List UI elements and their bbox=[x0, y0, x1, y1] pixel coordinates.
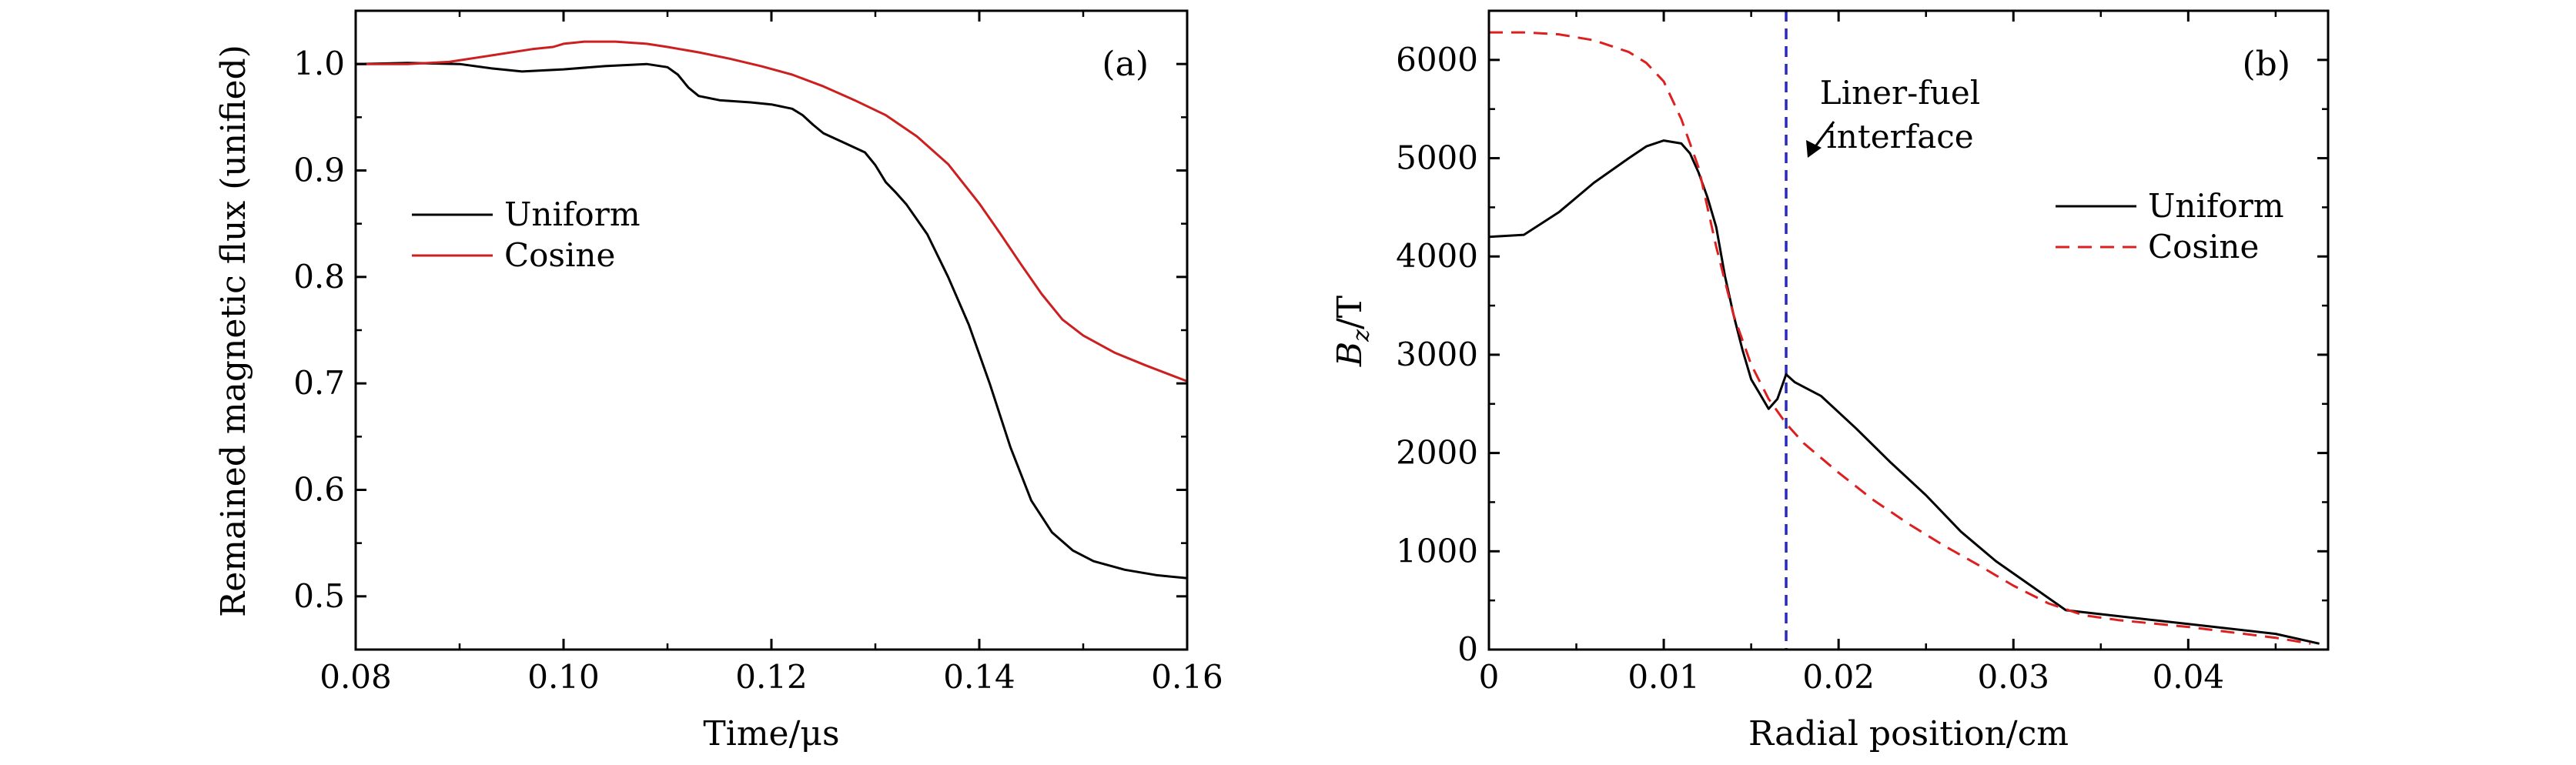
chart-a-ytick-label: 0.9 bbox=[293, 152, 345, 189]
chart-b-annotation-line2: interface bbox=[1826, 118, 1973, 155]
chart-a-ytick-label: 1.0 bbox=[293, 45, 345, 82]
chart-b-annotation: Liner-fuel interface bbox=[1806, 74, 1980, 158]
chart-b-series bbox=[1488, 11, 2320, 650]
chart-b-ytick-label: 2000 bbox=[1396, 434, 1478, 472]
chart-b-panel-label: (b) bbox=[2243, 45, 2291, 84]
chart-b-xtick-label: 0.04 bbox=[2153, 658, 2225, 696]
chart-b-ytick-label: 1000 bbox=[1396, 532, 1478, 570]
chart-b-annotation-line1: Liner-fuel bbox=[1820, 74, 1980, 112]
chart-a-series bbox=[355, 40, 1188, 580]
chart-b-legend-label-cosine: Cosine bbox=[2148, 228, 2259, 266]
chart-a-xtick-label: 0.16 bbox=[1151, 658, 1223, 696]
chart-b-ytick-label: 3000 bbox=[1396, 336, 1478, 373]
chart-a-panel-label: (a) bbox=[1102, 45, 1149, 84]
chart-a-legend: Uniform Cosine bbox=[412, 195, 641, 274]
chart-b-legend: Uniform Cosine bbox=[2056, 187, 2284, 266]
chart-b-xtick-label: 0 bbox=[1479, 658, 1500, 696]
chart-panel-a: 0.08 0.10 0.12 0.14 0.16 0.5 0.6 0.7 0.8 0.9 1.0 T… bbox=[214, 9, 1223, 753]
chart-a-xtick-label: 0.08 bbox=[319, 658, 392, 696]
chart-a-xtick-label: 0.10 bbox=[527, 658, 600, 696]
chart-b-ylabel: Bz/T bbox=[1330, 296, 1375, 367]
chart-b-ticks: 0 0.01 0.02 0.03 0.04 0 1000 2000 3000 4000 5000 60… bbox=[1396, 11, 2328, 696]
chart-a-ytick-label: 0.6 bbox=[293, 471, 345, 509]
chart-b-ytick-label: 5000 bbox=[1396, 139, 1478, 177]
chart-a-ticks: 0.08 0.10 0.12 0.14 0.16 0.5 0.6 0.7 0.8 0.9 1.0 bbox=[293, 9, 1223, 696]
chart-a-ytick-label: 0.5 bbox=[293, 577, 345, 615]
chart-a-legend-label-uniform: Uniform bbox=[504, 195, 641, 233]
chart-b-annotation-arrowhead bbox=[1806, 140, 1822, 158]
chart-b-xtick-label: 0.01 bbox=[1628, 658, 1700, 696]
chart-a-xtick-label: 0.14 bbox=[943, 658, 1015, 696]
chart-a-ytick-label: 0.7 bbox=[293, 364, 345, 402]
chart-b-legend-label-uniform: Uniform bbox=[2148, 187, 2284, 225]
chart-b-annotation-arrow-shaft bbox=[1812, 121, 1835, 149]
chart-b-series-0 bbox=[1488, 139, 2320, 645]
chart-a-ylabel: Remained magnetic flux (unified) bbox=[214, 45, 253, 617]
chart-b-xtick-label: 0.02 bbox=[1802, 658, 1875, 696]
chart-a-series-1 bbox=[356, 40, 1188, 382]
chart-a-xlabel: Time/μs bbox=[703, 714, 839, 753]
chart-a-ytick-label: 0.8 bbox=[293, 258, 345, 296]
chart-b-ytick-label: 6000 bbox=[1396, 41, 1478, 79]
chart-a-xtick-label: 0.12 bbox=[735, 658, 808, 696]
chart-b-xlabel: Radial position/cm bbox=[1748, 714, 2069, 753]
chart-b-series-1 bbox=[1489, 31, 2311, 645]
chart-a-series-0 bbox=[355, 62, 1188, 580]
chart-b-ytick-label: 0 bbox=[1457, 630, 1478, 668]
chart-b-ytick-label: 4000 bbox=[1396, 237, 1478, 275]
chart-panel-b: 0 0.01 0.02 0.03 0.04 0 1000 2000 3000 4000 5000 60… bbox=[1330, 9, 2330, 753]
chart-b-xtick-label: 0.03 bbox=[1977, 658, 2049, 696]
chart-b-frame bbox=[1487, 9, 2330, 651]
chart-a-legend-label-cosine: Cosine bbox=[504, 236, 615, 274]
